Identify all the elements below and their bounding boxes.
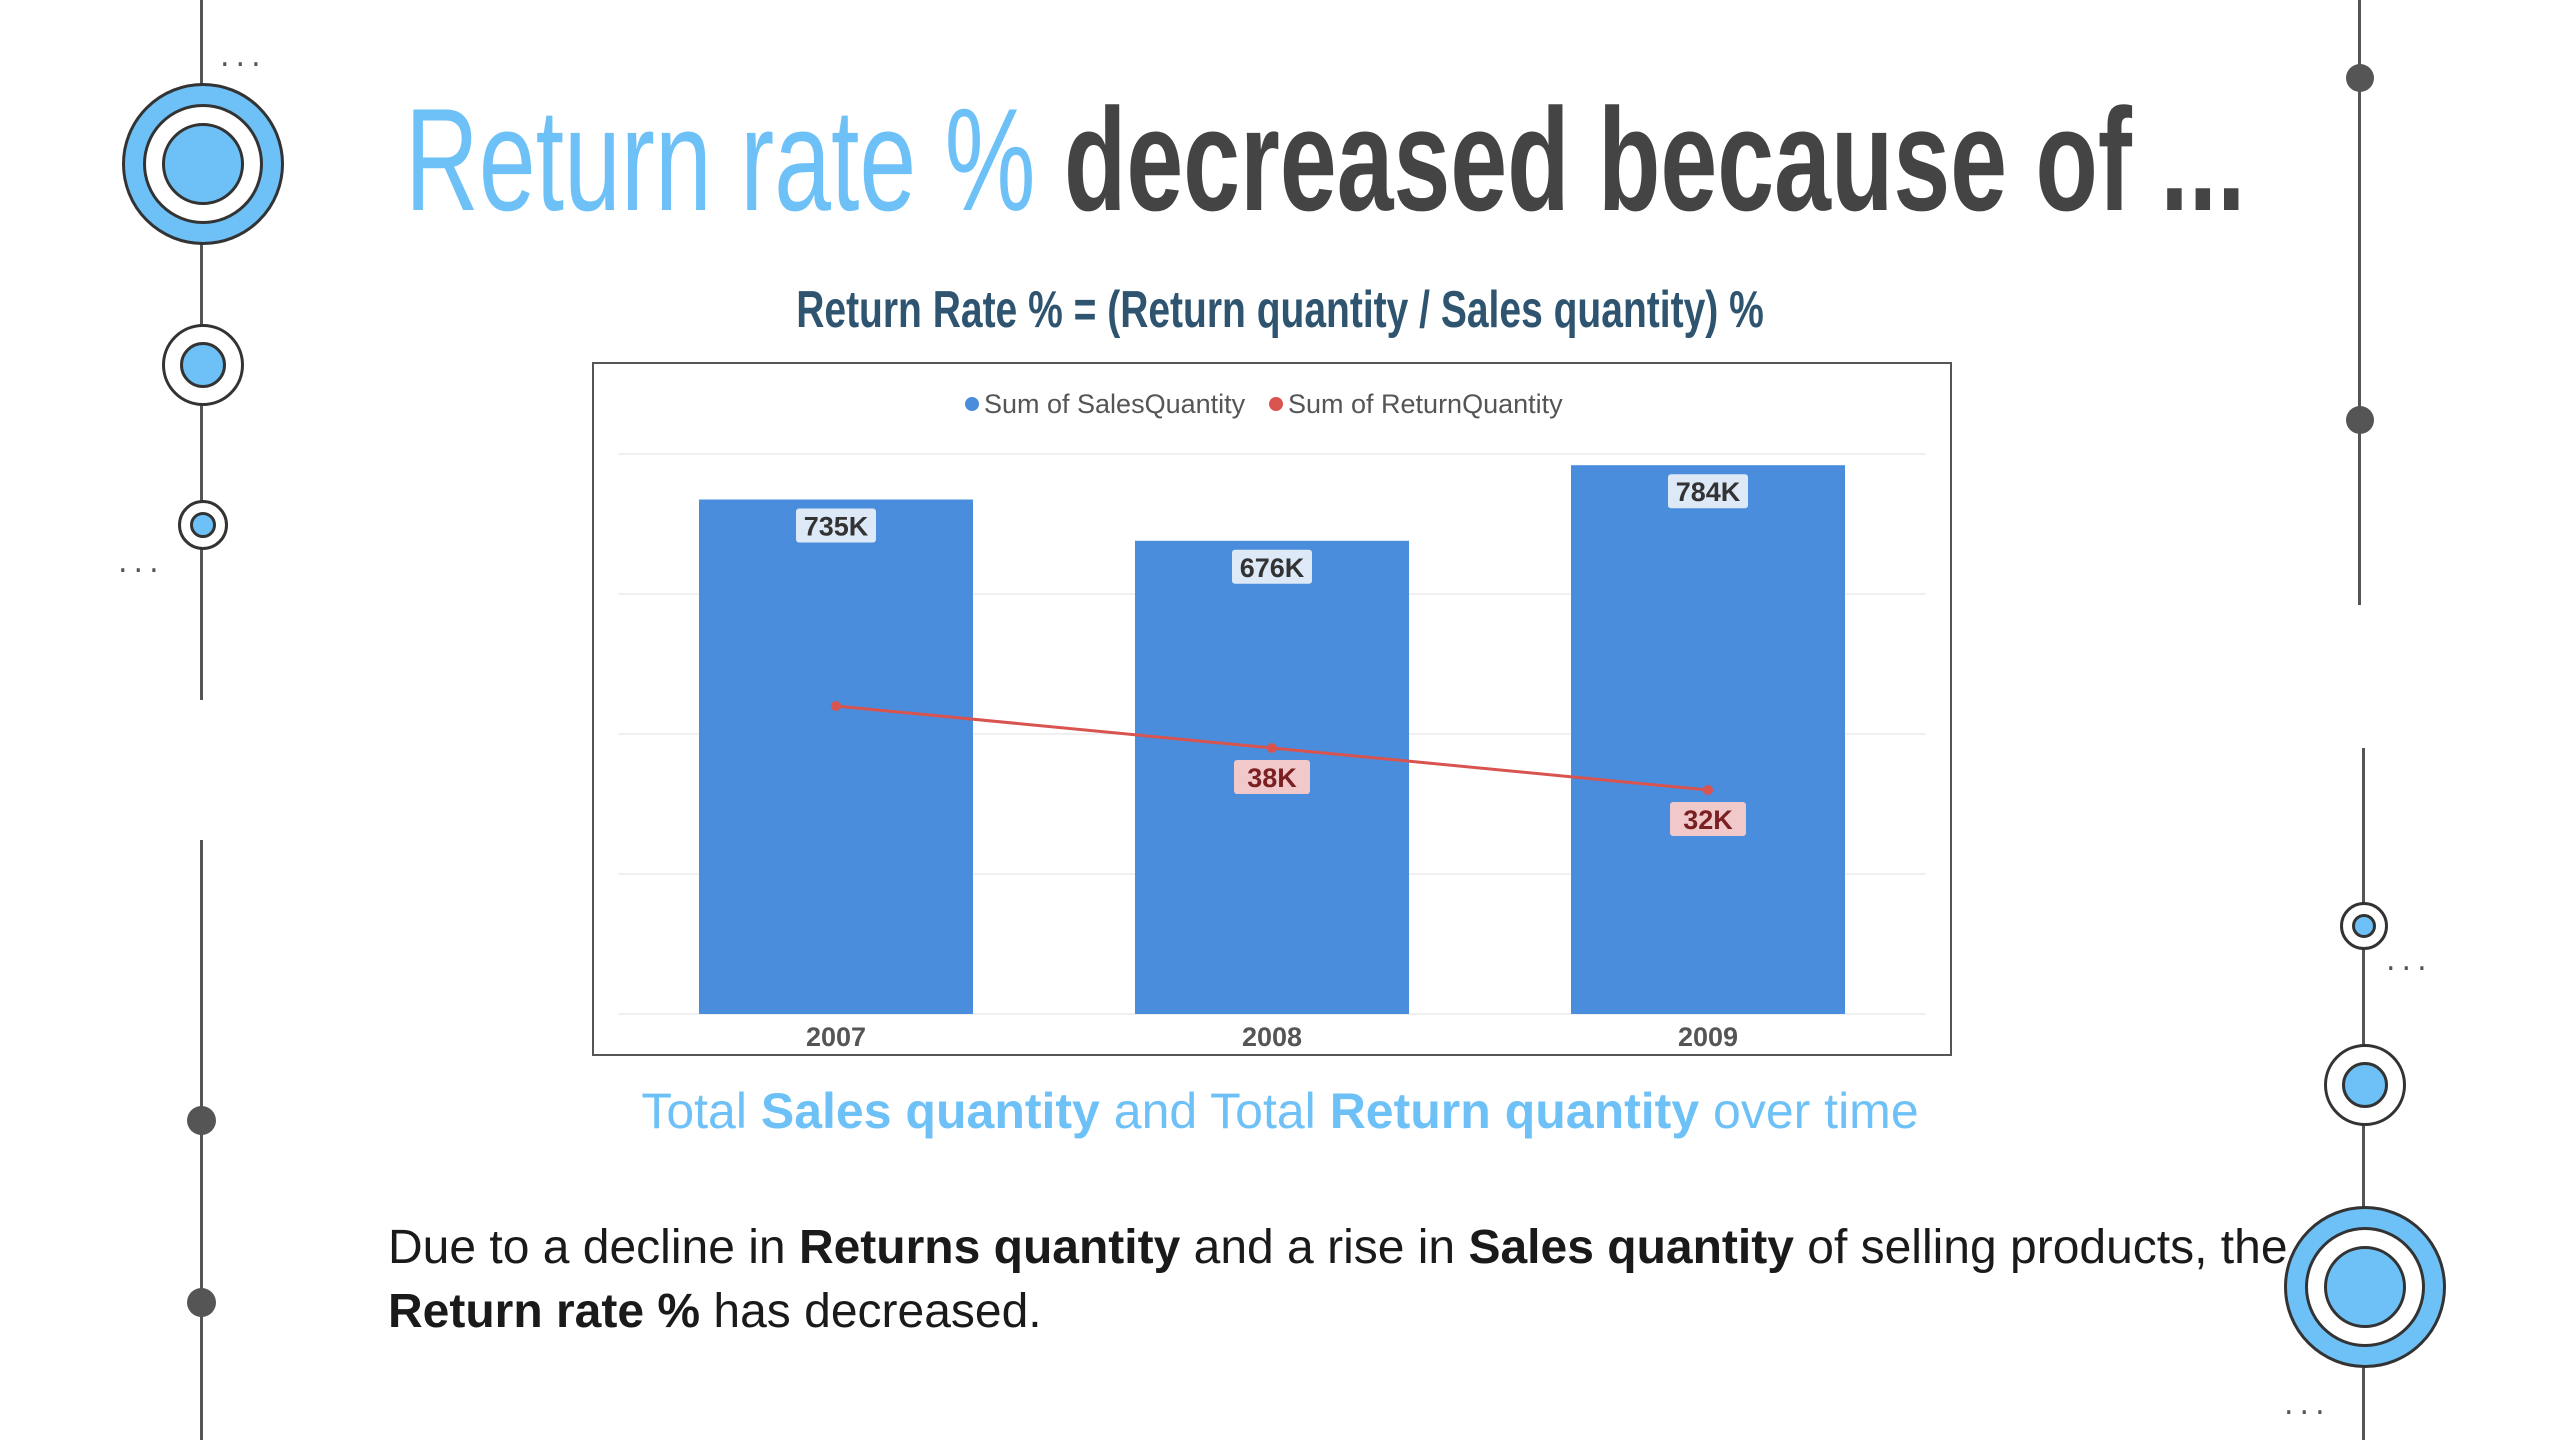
x-tick-label-2007: 2007 (806, 1022, 866, 1052)
bar-2007 (699, 499, 973, 1014)
returns-point-2008 (1267, 743, 1277, 753)
x-tick-label-2009: 2009 (1678, 1022, 1738, 1052)
left-bottom-dot-2 (187, 1288, 216, 1317)
left-top-ellipsis: ... (220, 39, 267, 74)
returns-data-label-2008: 38K (1247, 763, 1297, 793)
right-bottom-ellipsis: ... (2284, 1387, 2331, 1422)
right-large-ring-core (2324, 1246, 2406, 1328)
body-bold-2: Sales quantity (1468, 1221, 1794, 1274)
returns-point-2009 (1703, 785, 1713, 795)
caption-text-3: over time (1699, 1083, 1919, 1139)
return-rate-formula: Return Rate % = (Return quantity / Sales… (796, 281, 1764, 339)
left-bottom-dot-1 (187, 1106, 216, 1135)
legend-label-sales: Sum of SalesQuantity (984, 389, 1246, 419)
right-top-vertical-line (2358, 0, 2361, 605)
chart-caption: Total Sales quantity and Total Return qu… (0, 1082, 2560, 1140)
body-bold-3: Return rate % (388, 1285, 701, 1338)
right-mid-ellipsis: ... (2386, 943, 2433, 978)
slide-title: Return rate % decreased because of ... (405, 78, 2245, 241)
title-highlight: Return rate % (405, 78, 1036, 241)
conclusion-text: Due to a decline in Returns quantity and… (388, 1216, 2348, 1344)
body-text-4: has decreased. (700, 1285, 1042, 1338)
bar-label-bg-2007 (796, 508, 876, 543)
bar-data-label-2007: 735K (804, 512, 869, 542)
legend-marker-sales (965, 397, 979, 411)
returns-label-bg-2009 (1670, 802, 1746, 836)
left-medium-ring (162, 324, 244, 406)
left-mid-ellipsis: ... (118, 545, 165, 580)
returns-label-bg-2008 (1234, 760, 1310, 794)
legend-label-returns: Sum of ReturnQuantity (1288, 389, 1563, 419)
caption-bold-1: Sales quantity (760, 1083, 1100, 1139)
returns-point-2007 (831, 701, 841, 711)
bar-label-bg-2008 (1232, 549, 1312, 584)
right-top-dot-1 (2346, 64, 2374, 92)
body-text-1: Due to a decline in (388, 1221, 799, 1274)
left-medium-ring-core (180, 342, 226, 388)
caption-text-1: Total (641, 1083, 761, 1139)
left-small-ring-core (190, 512, 216, 538)
bar-data-label-2009: 784K (1676, 477, 1741, 507)
right-top-dot-2 (2346, 406, 2374, 434)
left-large-ring-core (162, 123, 244, 205)
body-bold-1: Returns quantity (798, 1221, 1181, 1274)
right-medium-ring-core (2342, 1062, 2388, 1108)
body-text-2: and a rise in (1180, 1221, 1469, 1274)
returns-data-label-2009: 32K (1683, 805, 1733, 835)
bar-label-bg-2009 (1668, 474, 1748, 509)
chart-container: Sum of SalesQuantity Sum of ReturnQuantit… (592, 362, 1952, 1056)
body-text-3: of selling products, the (1793, 1221, 2288, 1274)
caption-bold-2: Return quantity (1329, 1083, 1700, 1139)
bar-2009 (1571, 465, 1845, 1014)
bar-data-label-2008: 676K (1240, 553, 1305, 583)
right-small-ring-core (2352, 914, 2376, 938)
x-tick-label-2008: 2008 (1242, 1022, 1302, 1052)
legend-marker-returns (1269, 397, 1283, 411)
combo-chart: Sum of SalesQuantity Sum of ReturnQuantit… (618, 389, 1926, 1052)
left-bottom-vertical-line (200, 840, 203, 1440)
title-rest: decreased because of ... (1063, 78, 2246, 241)
caption-text-2: and Total (1099, 1083, 1330, 1139)
